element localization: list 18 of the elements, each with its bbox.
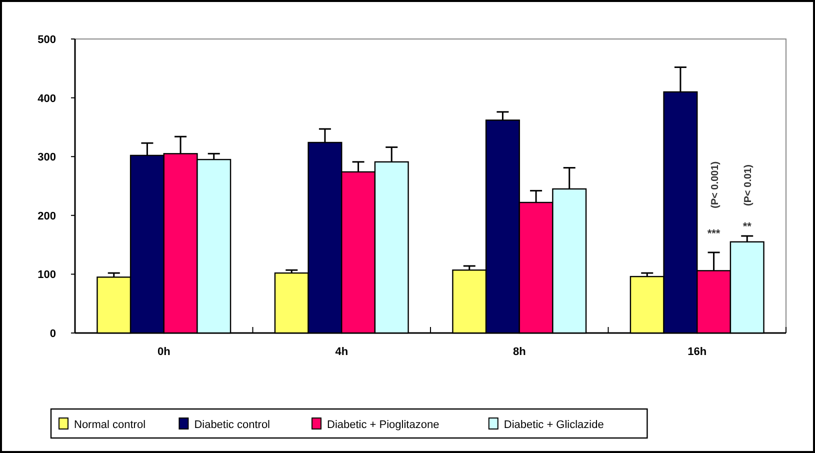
y-tick-label: 400 — [38, 92, 56, 105]
annotation: (P< 0.001) — [710, 161, 721, 208]
annotation: (P< 0.01) — [743, 164, 754, 206]
x-tick-label: 0h — [157, 346, 171, 358]
annotation: *** — [707, 228, 721, 240]
annotation: ** — [742, 220, 752, 233]
y-tick-label: 100 — [38, 269, 56, 282]
y-tick-label: 200 — [38, 210, 56, 222]
x-tick-label: 16h — [688, 346, 707, 358]
y-tick-label: 300 — [38, 152, 56, 164]
y-tick-label: 500 — [38, 34, 56, 46]
x-tick-label: 4h — [335, 346, 348, 358]
y-tick-label: 0 — [50, 328, 56, 340]
legend-label: Diabetic control — [194, 419, 270, 431]
legend-label: Diabetic + Gliclazide — [504, 419, 604, 431]
x-tick-label: 8h — [512, 346, 526, 358]
legend-label: Normal control — [74, 419, 146, 431]
legend-label: Diabetic + Pioglitazone — [327, 419, 440, 431]
